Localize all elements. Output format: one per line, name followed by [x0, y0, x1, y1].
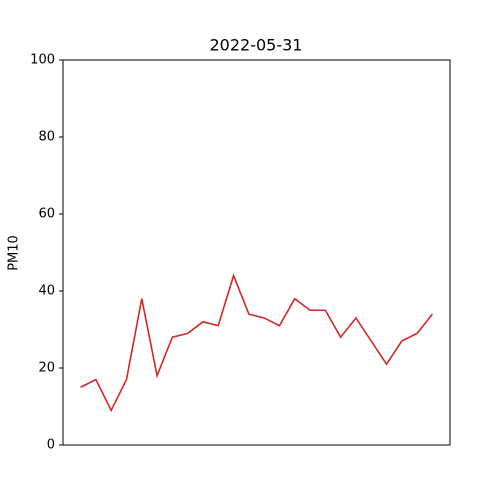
y-tick-label: 20 — [38, 361, 55, 376]
y-tick-label: 100 — [30, 53, 55, 68]
y-tick-label: 40 — [38, 284, 55, 299]
y-axis-label: PM10 — [7, 235, 22, 271]
line-series — [80, 273, 434, 413]
y-tick-label: 80 — [38, 130, 55, 145]
y-tick-label: 60 — [38, 207, 55, 222]
chart-title: 2022-05-31 — [210, 36, 303, 55]
y-tick-label: 0 — [47, 438, 55, 453]
plot-frame — [62, 59, 451, 446]
